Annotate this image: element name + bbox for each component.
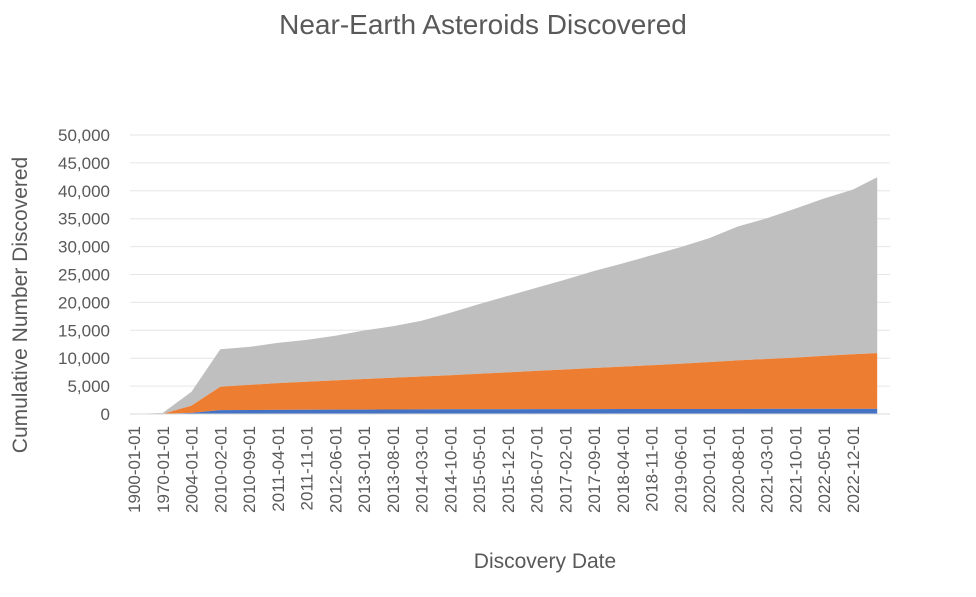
x-tick-label: 2011-11-01 <box>298 426 317 510</box>
y-tick-label: 0 <box>101 405 110 424</box>
x-tick-label: 2004-01-01 <box>183 426 202 513</box>
x-tick-label: 2014-10-01 <box>441 426 460 513</box>
y-tick-label: 50,000 <box>58 126 110 145</box>
area-series <box>134 408 878 414</box>
chart-title: Near-Earth Asteroids Discovered <box>279 9 687 40</box>
x-tick-label: 2018-11-01 <box>643 426 662 512</box>
x-tick-label: 2010-09-01 <box>240 426 259 513</box>
x-tick-label: 1970-01-01 <box>154 426 173 513</box>
x-tick-label: 2011-04-01 <box>269 426 288 512</box>
area-series-group <box>134 177 878 414</box>
x-tick-label: 2020-08-01 <box>729 426 748 513</box>
y-tick-label: 40,000 <box>58 182 110 201</box>
y-tick-label: 10,000 <box>58 349 110 368</box>
x-tick-label: 2015-05-01 <box>470 426 489 513</box>
y-tick-label: 5,000 <box>67 377 110 396</box>
x-tick-label: 2017-09-01 <box>585 426 604 513</box>
x-axis-ticks: 1900-01-01 1970-01-01 2004-01-01 2010-02-01… <box>125 426 863 513</box>
x-tick-label: 1900-01-01 <box>125 426 144 513</box>
y-axis-title: Cumulative Number Discovered <box>9 157 32 453</box>
y-tick-label: 20,000 <box>58 293 110 312</box>
x-tick-label: 2022-05-01 <box>815 426 834 513</box>
x-tick-label: 2021-03-01 <box>758 426 777 513</box>
area-series <box>134 177 878 414</box>
x-tick-label: 2022-12-01 <box>844 426 863 513</box>
x-axis-title: Discovery Date <box>474 550 616 573</box>
x-tick-label: 2015-12-01 <box>499 426 518 513</box>
y-tick-label: 25,000 <box>58 266 110 285</box>
y-tick-label: 15,000 <box>58 321 110 340</box>
x-tick-label: 2018-04-01 <box>614 426 633 513</box>
x-tick-label: 2010-02-01 <box>211 426 230 513</box>
x-tick-label: 2014-03-01 <box>413 426 432 513</box>
y-tick-label: 35,000 <box>58 210 110 229</box>
x-tick-label: 2013-08-01 <box>384 426 403 513</box>
x-tick-label: 2016-07-01 <box>528 426 547 513</box>
y-tick-label: 30,000 <box>58 238 110 257</box>
x-tick-label: 2013-01-01 <box>355 426 374 513</box>
x-tick-label: 2019-06-01 <box>671 426 690 513</box>
y-tick-label: 45,000 <box>58 154 110 173</box>
x-tick-label: 2020-01-01 <box>700 426 719 513</box>
y-axis-ticks: 0 5,000 10,000 15,000 20,000 25,000 30,000 35,0… <box>58 126 110 424</box>
x-tick-label: 2012-06-01 <box>326 426 345 513</box>
x-tick-label: 2017-02-01 <box>556 426 575 513</box>
x-tick-label: 2021-10-01 <box>786 426 805 513</box>
area-series <box>134 353 878 414</box>
